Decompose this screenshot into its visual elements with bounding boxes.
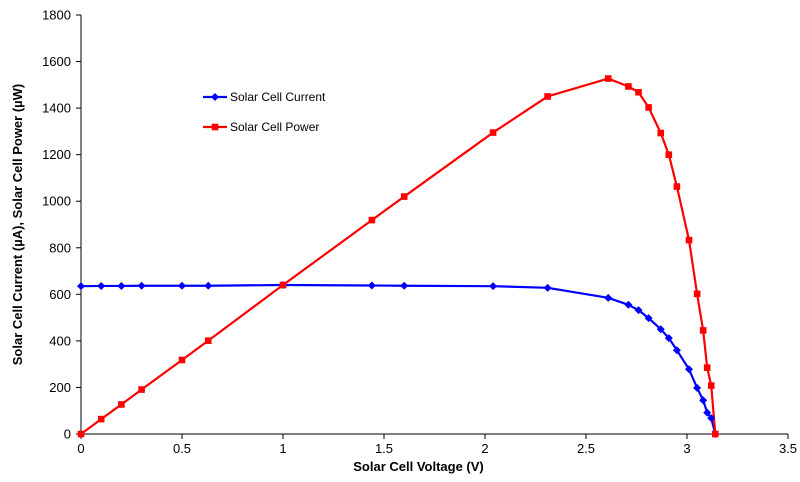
solar-cell-power-point bbox=[489, 129, 497, 136]
y-tick-label: 1400 bbox=[42, 101, 71, 116]
x-tick-label: 0.5 bbox=[173, 441, 191, 456]
solar-cell-power-point bbox=[703, 364, 711, 371]
solar-cell-power-point bbox=[711, 430, 719, 438]
legend-solar-cell-current-marker bbox=[211, 93, 219, 101]
legend-solar-cell-power-marker bbox=[211, 123, 219, 131]
x-axis-title: Solar Cell Voltage (V) bbox=[353, 459, 484, 474]
solar-cell-current-point bbox=[644, 314, 653, 323]
solar-cell-current-point bbox=[117, 281, 126, 290]
solar-cell-current-line bbox=[80, 283, 717, 435]
solar-cell-power-point bbox=[604, 75, 612, 82]
x-tick-label: 2.5 bbox=[577, 441, 595, 456]
axes bbox=[76, 14, 789, 439]
solar-cell-current-point bbox=[367, 281, 376, 290]
y-tick-label: 0 bbox=[64, 427, 71, 442]
y-tick-label: 1000 bbox=[42, 194, 71, 209]
solar-cell-current-point bbox=[543, 283, 552, 292]
x-tick-label: 1.5 bbox=[375, 441, 393, 456]
solar-cell-current-point bbox=[604, 293, 613, 302]
solar-cell-power-point bbox=[707, 382, 715, 389]
solar-cell-power-point bbox=[178, 356, 186, 364]
solar-cell-current-point bbox=[97, 281, 106, 290]
solar-cell-current-point bbox=[693, 383, 702, 392]
solar-cell-current-point bbox=[400, 281, 409, 290]
solar-cell-power-point bbox=[693, 290, 701, 298]
solar-cell-current-point bbox=[137, 281, 146, 290]
solar-cell-current-point bbox=[624, 300, 633, 309]
solar-cell-power-point bbox=[118, 401, 125, 408]
legend: Solar Cell Current Solar Cell Power bbox=[203, 90, 326, 134]
solar-cell-power-point bbox=[138, 386, 145, 393]
legend-solar-cell-current-label: Solar Cell Current bbox=[230, 90, 326, 104]
y-tick-label: 800 bbox=[49, 240, 71, 255]
solar-cell-power-point bbox=[625, 83, 632, 90]
y-tick-label: 1600 bbox=[42, 54, 71, 69]
series-lines bbox=[80, 77, 717, 435]
y-tick-label: 400 bbox=[49, 333, 71, 348]
solar-cell-power-point bbox=[368, 216, 376, 224]
y-tick-label: 1200 bbox=[42, 147, 71, 162]
x-tick-label: 3.5 bbox=[779, 441, 797, 456]
solar-cell-power-point bbox=[685, 236, 693, 244]
solar-cell-current-point bbox=[699, 396, 708, 405]
solar-cell-power-point bbox=[657, 129, 665, 137]
solar-cell-power-point bbox=[400, 193, 408, 200]
solar-cell-power-line bbox=[80, 77, 717, 435]
tick-labels: 0 200 400 600 800 1000 1200 1400 1600 1800 0 0.5 1 1.… bbox=[42, 8, 797, 457]
solar-cell-power-point bbox=[665, 151, 673, 158]
solar-cell-power-point bbox=[635, 88, 642, 96]
solar-cell-power-point bbox=[279, 281, 287, 289]
solar-cell-power-point bbox=[544, 93, 551, 100]
y-tick-label: 600 bbox=[49, 287, 71, 302]
x-tick-label: 1 bbox=[279, 441, 286, 456]
x-tick-label: 3 bbox=[683, 441, 690, 456]
solar-cell-current-point bbox=[178, 281, 186, 290]
solar-cell-current-point bbox=[77, 282, 85, 291]
solar-cell-current-point bbox=[656, 325, 665, 334]
solar-cell-current-point bbox=[672, 346, 681, 355]
solar-cell-power-point bbox=[673, 183, 681, 190]
solar-cell-power-point bbox=[77, 430, 85, 438]
y-tick-label: 200 bbox=[49, 380, 71, 395]
solar-cell-current-point bbox=[634, 306, 643, 315]
legend-solar-cell-power-label: Solar Cell Power bbox=[230, 120, 319, 134]
x-tick-label: 0 bbox=[77, 441, 84, 456]
y-axis-title: Solar Cell Current (µA), Solar Cell Powe… bbox=[10, 84, 25, 366]
solar-cell-power-point bbox=[97, 415, 105, 423]
series-markers bbox=[77, 75, 720, 438]
solar-cell-power-point bbox=[699, 327, 707, 334]
solar-cell-current-point bbox=[707, 414, 716, 423]
y-tick-label: 1800 bbox=[42, 8, 71, 23]
solar-cell-current-point bbox=[664, 334, 673, 343]
solar-cell-power-point bbox=[204, 337, 212, 344]
solar-cell-current-point bbox=[703, 408, 712, 417]
x-tick-label: 2 bbox=[481, 441, 488, 456]
solar-cell-current-point bbox=[489, 282, 498, 291]
solar-cell-current-point bbox=[204, 281, 213, 290]
solar-cell-current-point bbox=[685, 365, 694, 374]
solar-cell-power-point bbox=[645, 104, 652, 111]
